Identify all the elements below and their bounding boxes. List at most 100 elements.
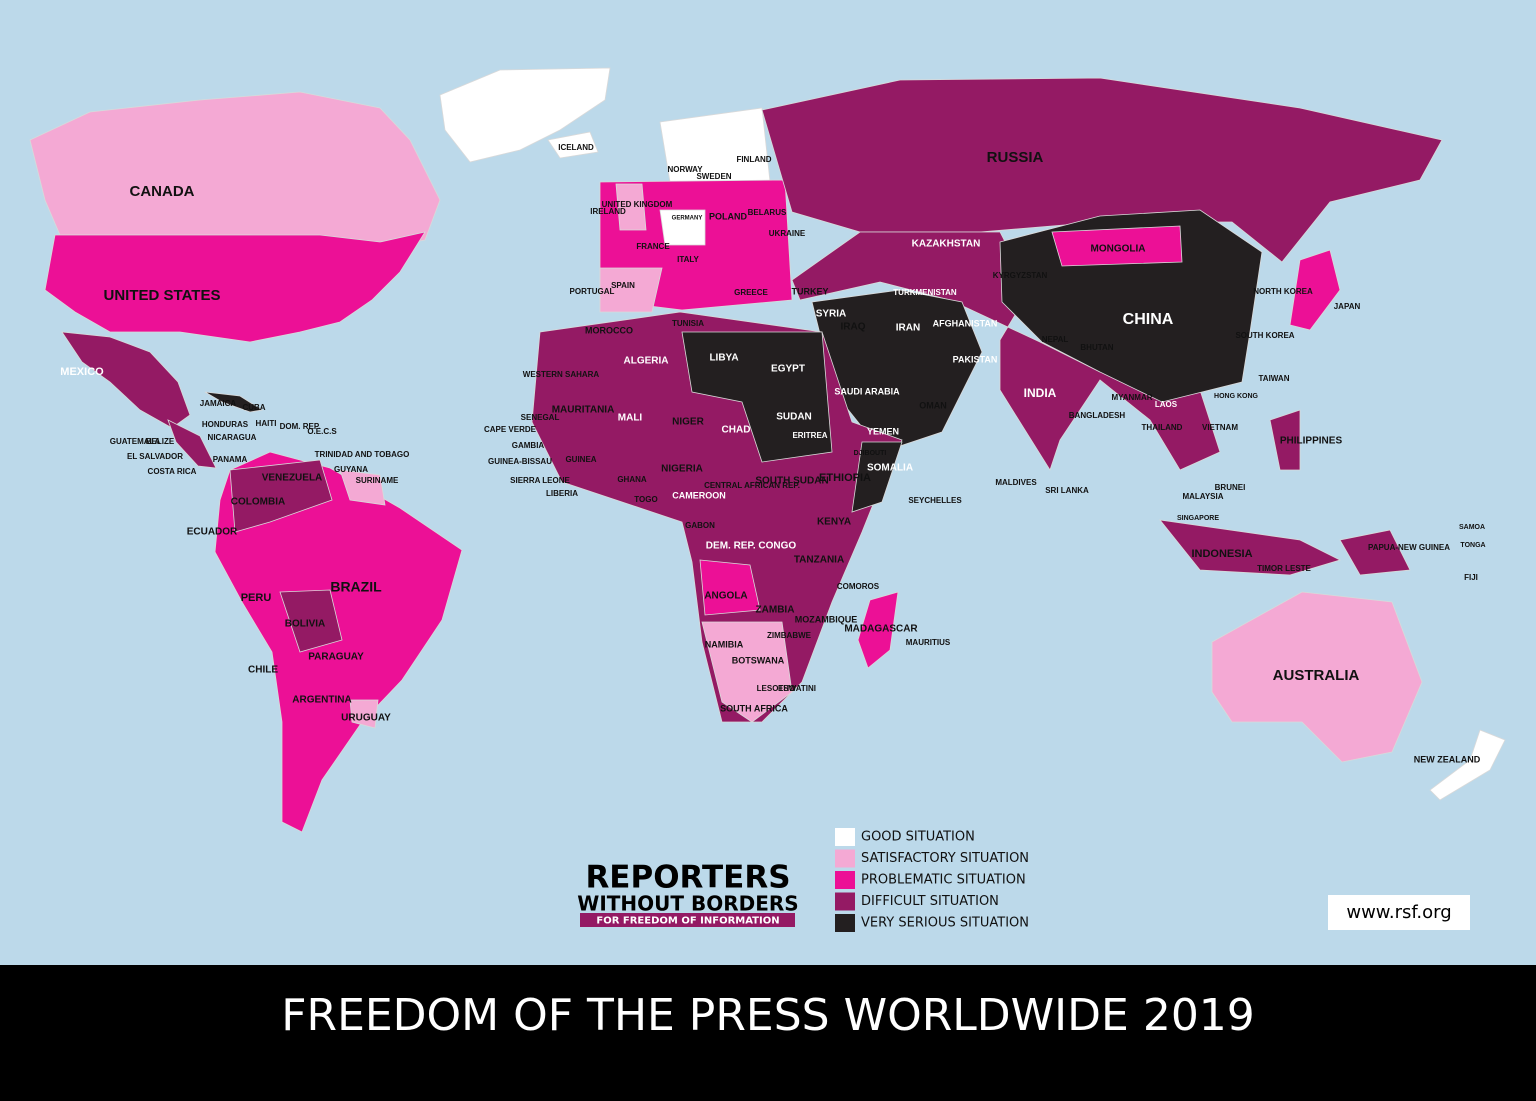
country-label: WESTERN SAHARA <box>523 370 600 379</box>
legend-label: VERY SERIOUS SITUATION <box>861 916 1029 931</box>
indonesia <box>1159 519 1342 576</box>
country-label: CHILE <box>248 665 278 676</box>
country-label: KYRGYZSTAN <box>993 271 1048 280</box>
country-label: NICARAGUA <box>208 433 257 442</box>
country-label: GERMANY <box>672 216 703 222</box>
country-label: SOUTH SUDAN <box>755 476 828 487</box>
country-label: EL SALVADOR <box>127 452 183 461</box>
country-label: PERU <box>241 592 272 604</box>
country-label: OMAN <box>919 400 947 410</box>
country-label: MAURITANIA <box>552 405 615 416</box>
country-label: EGYPT <box>771 364 805 375</box>
country-label: ESWATINI <box>778 684 816 693</box>
country-label: GUATEMALA <box>110 437 161 446</box>
legend-swatch <box>835 914 855 932</box>
southern-africa <box>701 621 793 723</box>
mexico <box>61 331 191 429</box>
country-label: FRANCE <box>636 242 670 251</box>
legend-swatch <box>835 849 855 868</box>
country-label: SAMOA <box>1459 524 1485 531</box>
country-label: ZIMBABWE <box>767 631 812 640</box>
country-label: ICELAND <box>558 143 594 152</box>
country-label: DJIBOUTI <box>854 450 887 457</box>
country-label: COLOMBIA <box>231 497 285 508</box>
country-label: ZAMBIA <box>756 605 795 616</box>
legend-swatch <box>835 892 855 911</box>
legend-swatch <box>835 828 855 846</box>
country-label: ITALY <box>677 255 699 264</box>
country-label: SINGAPORE <box>1177 515 1219 522</box>
country-label: HAITI <box>256 419 277 428</box>
country-label: IRAN <box>896 323 920 334</box>
country-label: SRI LANKA <box>1045 486 1089 495</box>
country-label: MOROCCO <box>585 325 633 335</box>
philippines <box>1269 409 1301 471</box>
country-label: BOLIVIA <box>285 619 326 630</box>
logo-line2: WITHOUT BORDERS <box>577 892 798 916</box>
country-label: DEM. REP. CONGO <box>706 541 797 552</box>
country-label: UNITED KINGDOM <box>602 200 673 209</box>
country-label: MOZAMBIQUE <box>795 614 858 624</box>
country-label: ANGOLA <box>704 591 747 602</box>
country-label: SUDAN <box>776 412 812 423</box>
country-label: TRINIDAD AND TOBAGO <box>315 450 410 459</box>
country-label: NIGERIA <box>661 464 703 475</box>
country-label: CAPE VERDE <box>484 425 537 434</box>
country-label: JAPAN <box>1334 302 1361 311</box>
country-label: GAMBIA <box>512 441 545 450</box>
country-label: BHUTAN <box>1080 343 1113 352</box>
country-label: GREECE <box>734 288 768 297</box>
land <box>29 67 1506 833</box>
country-label: ETHIOPIA <box>819 472 871 484</box>
country-label: AUSTRALIA <box>1273 667 1360 684</box>
country-label: UNITED STATES <box>104 287 221 304</box>
country-label: MEXICO <box>60 366 104 378</box>
country-label: INDONESIA <box>1191 548 1252 560</box>
country-label: IRELAND <box>590 207 626 216</box>
country-label: MONGOLIA <box>1091 244 1146 255</box>
country-label: GABON <box>685 521 715 530</box>
iceland <box>547 131 599 159</box>
country-label: LIBYA <box>709 353 738 364</box>
country-label: SEYCHELLES <box>908 496 962 505</box>
country-label: VENEZUELA <box>262 473 323 484</box>
greenland <box>439 67 611 163</box>
country-label: TAIWAN <box>1259 374 1290 383</box>
country-label: CENTRAL AFRICAN REP. <box>704 481 800 490</box>
legend-swatch <box>835 871 855 889</box>
country-label: SOUTH KOREA <box>1235 331 1294 340</box>
legend-label: DIFFICULT SITUATION <box>861 894 999 909</box>
country-label: POLAND <box>709 211 748 221</box>
country-label: PHILIPPINES <box>1280 436 1343 447</box>
country-label: TURKEY <box>791 286 828 296</box>
country-label: SAUDI ARABIA <box>834 386 900 396</box>
country-label: NAMIBIA <box>705 639 744 649</box>
country-label: COSTA RICA <box>148 467 197 476</box>
logo-line1: REPORTERS <box>585 860 790 896</box>
country-label: AFGHANISTAN <box>933 318 998 328</box>
country-label: COMOROS <box>837 582 880 591</box>
country-label: GHANA <box>617 475 647 484</box>
country-label: SIERRA LEONE <box>510 476 570 485</box>
angola <box>699 559 761 616</box>
country-label: FINLAND <box>736 155 771 164</box>
country-label: CUBA <box>242 403 265 412</box>
country-label: LAOS <box>1155 400 1178 409</box>
country-label: NEPAL <box>1042 335 1069 344</box>
country-label: PANAMA <box>213 455 248 464</box>
madagascar <box>857 591 899 669</box>
url-box <box>1328 895 1470 930</box>
mongolia <box>1051 225 1183 267</box>
legend-label: SATISFACTORY SITUATION <box>861 851 1029 866</box>
country-label: CHAD <box>722 425 751 436</box>
country-label: TOGO <box>634 495 657 504</box>
country-label: LESOTHO <box>757 684 796 693</box>
country-label: NORTH KOREA <box>1253 287 1313 296</box>
japan <box>1289 249 1341 331</box>
country-label: CHINA <box>1123 311 1174 328</box>
country-label: HONDURAS <box>202 420 249 429</box>
country-label: MALDIVES <box>995 478 1037 487</box>
country-label: MALAYSIA <box>1182 492 1223 501</box>
country-label: GUYANA <box>334 465 368 474</box>
country-labels: CANADA UNITED STATES MEXICO CUBA JAMAICA HAIT… <box>60 143 1485 764</box>
